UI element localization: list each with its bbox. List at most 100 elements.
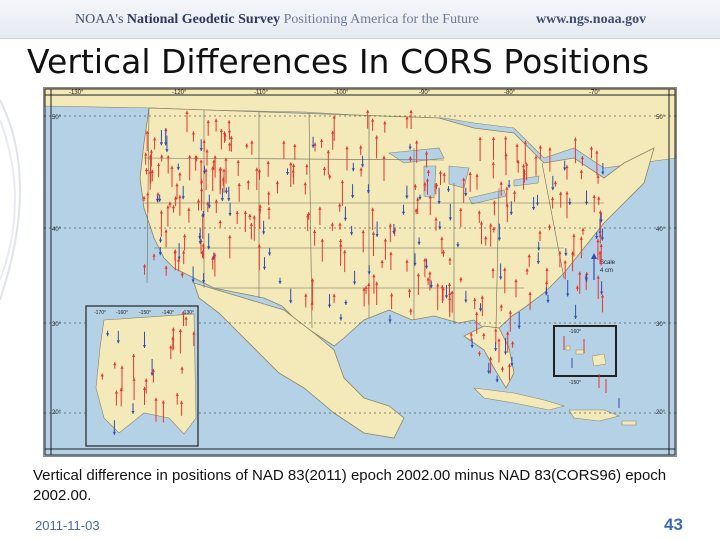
station-arrow-head [322,166,327,170]
station-arrow-head [446,188,451,192]
station-arrow-head [178,195,182,199]
station-arrow-head [340,180,345,184]
station-arrow-head [188,155,192,159]
station-arrow-head [152,253,156,257]
station-arrow-head [278,280,282,284]
station-arrow-head [442,172,446,176]
station-arrow-head [507,363,512,367]
station-arrow-head [311,144,315,148]
station-arrow-head [327,304,332,308]
frame-right [668,88,676,456]
station-arrow-head [491,136,496,140]
station-arrow-head [201,243,205,247]
ak-lon-2: -160° [116,310,128,316]
lat-label-3: 30° [52,322,62,328]
florida-land [463,325,515,389]
station-arrow-head [382,155,386,159]
map-caption: Vertical difference in positions of NAD … [33,467,667,504]
station-arrow-head [304,293,308,297]
station-arrow-head [425,178,430,182]
station-arrow-head [164,265,168,269]
station-arrow-head [371,118,375,122]
ak-lon-1: -170° [94,310,106,316]
station-arrow-head [416,197,420,201]
station-arrow-head [597,196,601,200]
station-arrow-head [201,214,205,218]
station-arrow-head [112,431,116,435]
station-arrow-head [184,316,188,320]
station-arrow-head [551,187,555,191]
station-arrow-head [183,234,187,238]
station-arrow-head [158,239,163,243]
station-arrow-head [312,229,317,233]
station-arrow-head [176,167,180,171]
lat-label-1: 50° [52,115,62,121]
station-arrow-head [409,109,413,113]
station-arrow-head [151,368,155,372]
station-arrow-head [306,214,310,218]
station-arrow-head [448,217,452,221]
station-arrow-head [495,379,499,383]
station-arrow-head [154,397,158,401]
station-arrow-head [320,238,324,242]
cors-vertical-map: -130° -120° -110° -100° -90° -80° -70° 5… [43,87,677,457]
map-svg: -130° -120° -110° -100° -90° -80° -70° 5… [44,88,676,456]
station-arrow-head [202,170,207,174]
station-arrow-head [228,235,232,239]
station-arrow-head [525,268,529,272]
station-arrow-head [371,231,376,235]
station-arrow-head [366,190,370,194]
ak-lon-4: -140° [162,310,174,316]
station-arrow-head [538,230,542,234]
station-arrow-head [289,300,293,304]
station-arrow-head [401,211,406,215]
station-arrow-head [359,145,363,149]
station-arrow-head [505,203,509,207]
station-arrow-head [178,328,183,332]
hawaii-inset: -160° -150° [553,325,617,386]
station-arrow-head [142,386,147,390]
station-arrow-head [144,378,148,382]
station-arrow-head [447,282,452,286]
station-arrow-head [383,121,387,125]
station-arrow-head [601,171,605,175]
station-arrow-head [470,345,474,349]
station-arrow-head [339,317,343,321]
station-arrow-head [258,207,262,211]
station-arrow-head [262,266,267,270]
station-arrow-head [517,325,521,329]
station-arrow-head [149,149,153,153]
header-url[interactable]: www.ngs.noaa.gov [536,12,647,27]
station-arrow-head [292,163,296,167]
lat-label-4: 20° [52,410,62,416]
station-arrow-head [349,232,354,236]
station-arrow-head [339,243,343,247]
station-arrow-head [222,168,226,172]
station-arrow-head [392,230,396,234]
station-arrow-head [338,239,343,243]
station-arrow-head [237,182,241,186]
station-arrow-head [563,260,567,264]
station-arrow-head [191,279,195,283]
station-arrow-head [275,180,280,184]
station-arrow-head [218,220,222,224]
station-arrow-head [161,400,165,404]
station-arrow-head [248,213,252,217]
lake-ontario [513,175,540,187]
station-arrow-head [592,195,596,199]
station-arrow-head [584,201,589,205]
station-arrow-head [434,183,438,187]
station-arrow-head [250,140,254,144]
station-arrow-head [448,297,452,301]
station-arrow-head [236,160,240,164]
lon-label-7: -70° [589,90,601,96]
station-arrow-head [459,207,463,211]
station-arrow-head [464,299,468,303]
station-arrow-head [479,221,484,225]
station-arrow-head [192,331,196,335]
hispaniola-land [568,409,620,422]
station-arrow-head [573,315,578,319]
station-arrow-head [510,363,514,367]
station-arrow-head [202,139,206,143]
station-arrow-head [132,354,136,358]
